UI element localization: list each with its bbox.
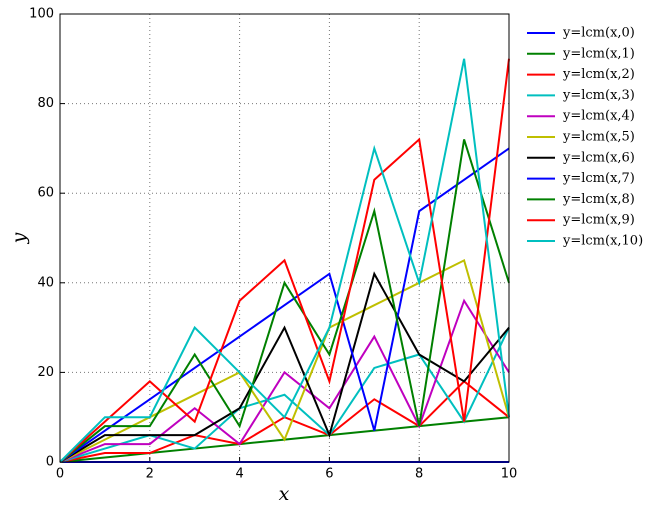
- legend-label: y=lcm(x,0): [562, 26, 635, 41]
- legend-label: y=lcm(x,1): [562, 46, 635, 61]
- legend-label: y=lcm(x,10): [562, 234, 643, 249]
- y-tick-label: 100: [29, 7, 54, 22]
- y-tick-label: 60: [37, 186, 54, 201]
- line-series: [59, 327, 510, 463]
- line-series: [59, 58, 510, 463]
- legend-label: y=lcm(x,9): [562, 213, 635, 228]
- plot-frame: [59, 13, 510, 463]
- legend-label: y=lcm(x,6): [562, 150, 635, 165]
- line-series: [59, 258, 510, 463]
- line-series: [59, 58, 510, 463]
- x-tick-label: 8: [415, 467, 423, 482]
- x-tick-label: 2: [146, 467, 154, 482]
- line-series: [59, 147, 510, 463]
- legend-label: y=lcm(x,3): [562, 88, 635, 103]
- line-series: [59, 380, 510, 463]
- line-series: [59, 139, 510, 463]
- legend-label: y=lcm(x,5): [562, 130, 635, 145]
- line-series: [59, 271, 510, 463]
- x-tick-label: 6: [325, 467, 333, 482]
- y-axis-label: y: [8, 232, 30, 244]
- legend-label: y=lcm(x,4): [562, 109, 635, 124]
- y-tick-label: 40: [37, 275, 54, 290]
- legend-label: y=lcm(x,8): [562, 192, 635, 207]
- x-tick-label: 4: [235, 467, 243, 482]
- legend-label: y=lcm(x,7): [562, 171, 635, 186]
- legend-label: y=lcm(x,2): [562, 67, 635, 82]
- y-tick-label: 80: [37, 96, 54, 111]
- x-tick-label: 0: [56, 467, 64, 482]
- y-tick-label: 0: [46, 455, 54, 470]
- line-series: [59, 298, 510, 463]
- y-tick-label: 20: [37, 365, 54, 380]
- x-axis-label: x: [279, 483, 290, 505]
- x-tick-label: 10: [501, 467, 518, 482]
